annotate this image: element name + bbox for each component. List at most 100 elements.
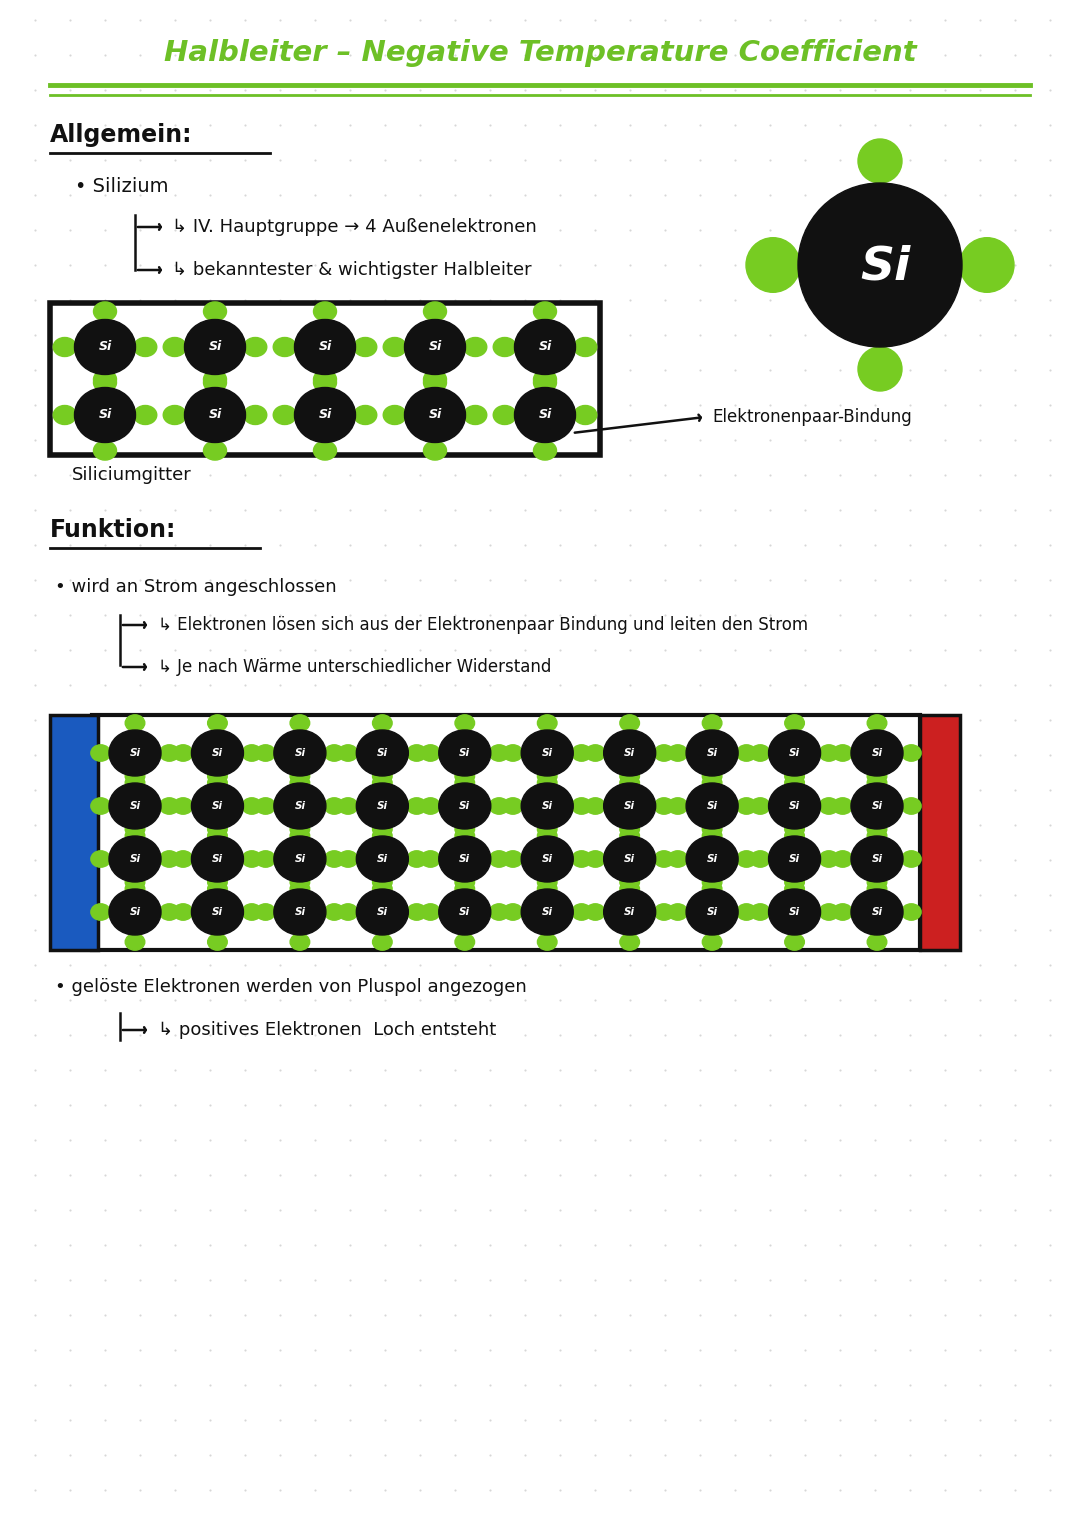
Ellipse shape	[573, 337, 597, 357]
Ellipse shape	[109, 782, 161, 830]
Ellipse shape	[324, 798, 345, 814]
Text: Si: Si	[624, 801, 635, 811]
Ellipse shape	[134, 337, 157, 357]
Ellipse shape	[585, 904, 605, 920]
Text: Si: Si	[295, 801, 306, 811]
Ellipse shape	[571, 798, 592, 814]
Ellipse shape	[185, 387, 245, 442]
Ellipse shape	[423, 374, 446, 392]
Ellipse shape	[373, 933, 392, 950]
Ellipse shape	[94, 441, 117, 461]
Ellipse shape	[503, 744, 523, 761]
Text: Si: Si	[789, 854, 800, 865]
Ellipse shape	[373, 874, 392, 891]
Ellipse shape	[702, 820, 721, 837]
Ellipse shape	[423, 371, 446, 389]
Ellipse shape	[423, 302, 446, 320]
Ellipse shape	[244, 406, 267, 424]
Ellipse shape	[737, 851, 756, 868]
Ellipse shape	[620, 933, 639, 950]
Text: Si: Si	[706, 907, 717, 917]
Ellipse shape	[295, 387, 355, 442]
Ellipse shape	[313, 374, 337, 392]
Text: Si: Si	[538, 409, 552, 421]
Circle shape	[858, 348, 902, 390]
Ellipse shape	[522, 889, 573, 935]
Text: Allgemein:: Allgemein:	[50, 124, 192, 146]
Ellipse shape	[356, 836, 408, 881]
Ellipse shape	[769, 889, 821, 935]
Text: Si: Si	[212, 801, 222, 811]
Ellipse shape	[207, 933, 227, 950]
Ellipse shape	[75, 320, 135, 375]
Ellipse shape	[534, 441, 556, 461]
Ellipse shape	[242, 798, 261, 814]
Ellipse shape	[503, 798, 523, 814]
Ellipse shape	[207, 881, 227, 897]
Text: Si: Si	[208, 409, 221, 421]
Ellipse shape	[420, 904, 441, 920]
Text: Si: Si	[542, 854, 553, 865]
Ellipse shape	[338, 851, 357, 868]
Ellipse shape	[785, 775, 805, 791]
Ellipse shape	[867, 775, 887, 791]
Text: Siliciumgitter: Siliciumgitter	[72, 467, 192, 483]
Text: Si: Si	[872, 747, 882, 758]
Ellipse shape	[91, 744, 110, 761]
Ellipse shape	[125, 775, 145, 791]
Ellipse shape	[455, 715, 474, 730]
Ellipse shape	[203, 441, 227, 461]
Ellipse shape	[737, 904, 756, 920]
Text: Halbleiter – Negative Temperature Coefficient: Halbleiter – Negative Temperature Coeffi…	[164, 40, 916, 67]
Ellipse shape	[160, 851, 179, 868]
Ellipse shape	[585, 851, 605, 868]
Ellipse shape	[620, 881, 639, 897]
Ellipse shape	[274, 889, 326, 935]
Ellipse shape	[163, 406, 186, 424]
Ellipse shape	[173, 904, 193, 920]
Ellipse shape	[75, 387, 135, 442]
Ellipse shape	[538, 828, 557, 845]
Ellipse shape	[514, 320, 576, 375]
Ellipse shape	[867, 820, 887, 837]
Ellipse shape	[207, 874, 227, 891]
Ellipse shape	[338, 744, 357, 761]
Ellipse shape	[256, 851, 275, 868]
Ellipse shape	[867, 881, 887, 897]
Ellipse shape	[191, 836, 243, 881]
Ellipse shape	[702, 775, 721, 791]
Ellipse shape	[604, 889, 656, 935]
Text: Si: Si	[319, 409, 332, 421]
Ellipse shape	[538, 715, 557, 730]
Ellipse shape	[256, 798, 275, 814]
Ellipse shape	[354, 406, 377, 424]
Ellipse shape	[160, 904, 179, 920]
Text: Si: Si	[706, 854, 717, 865]
Ellipse shape	[273, 337, 296, 357]
Ellipse shape	[785, 874, 805, 891]
Ellipse shape	[669, 744, 688, 761]
Ellipse shape	[438, 730, 490, 776]
Ellipse shape	[291, 828, 310, 845]
Ellipse shape	[585, 744, 605, 761]
Ellipse shape	[686, 782, 738, 830]
Ellipse shape	[833, 904, 852, 920]
Ellipse shape	[751, 904, 770, 920]
Ellipse shape	[538, 874, 557, 891]
Ellipse shape	[833, 851, 852, 868]
Ellipse shape	[291, 767, 310, 784]
Text: Si: Si	[872, 907, 882, 917]
Text: Si: Si	[872, 801, 882, 811]
Ellipse shape	[407, 904, 427, 920]
Ellipse shape	[851, 889, 903, 935]
Ellipse shape	[503, 904, 523, 920]
Ellipse shape	[702, 881, 721, 897]
Ellipse shape	[191, 889, 243, 935]
Ellipse shape	[338, 904, 357, 920]
Ellipse shape	[291, 874, 310, 891]
Ellipse shape	[522, 730, 573, 776]
Ellipse shape	[125, 933, 145, 950]
Ellipse shape	[273, 406, 296, 424]
Ellipse shape	[191, 782, 243, 830]
Ellipse shape	[356, 730, 408, 776]
